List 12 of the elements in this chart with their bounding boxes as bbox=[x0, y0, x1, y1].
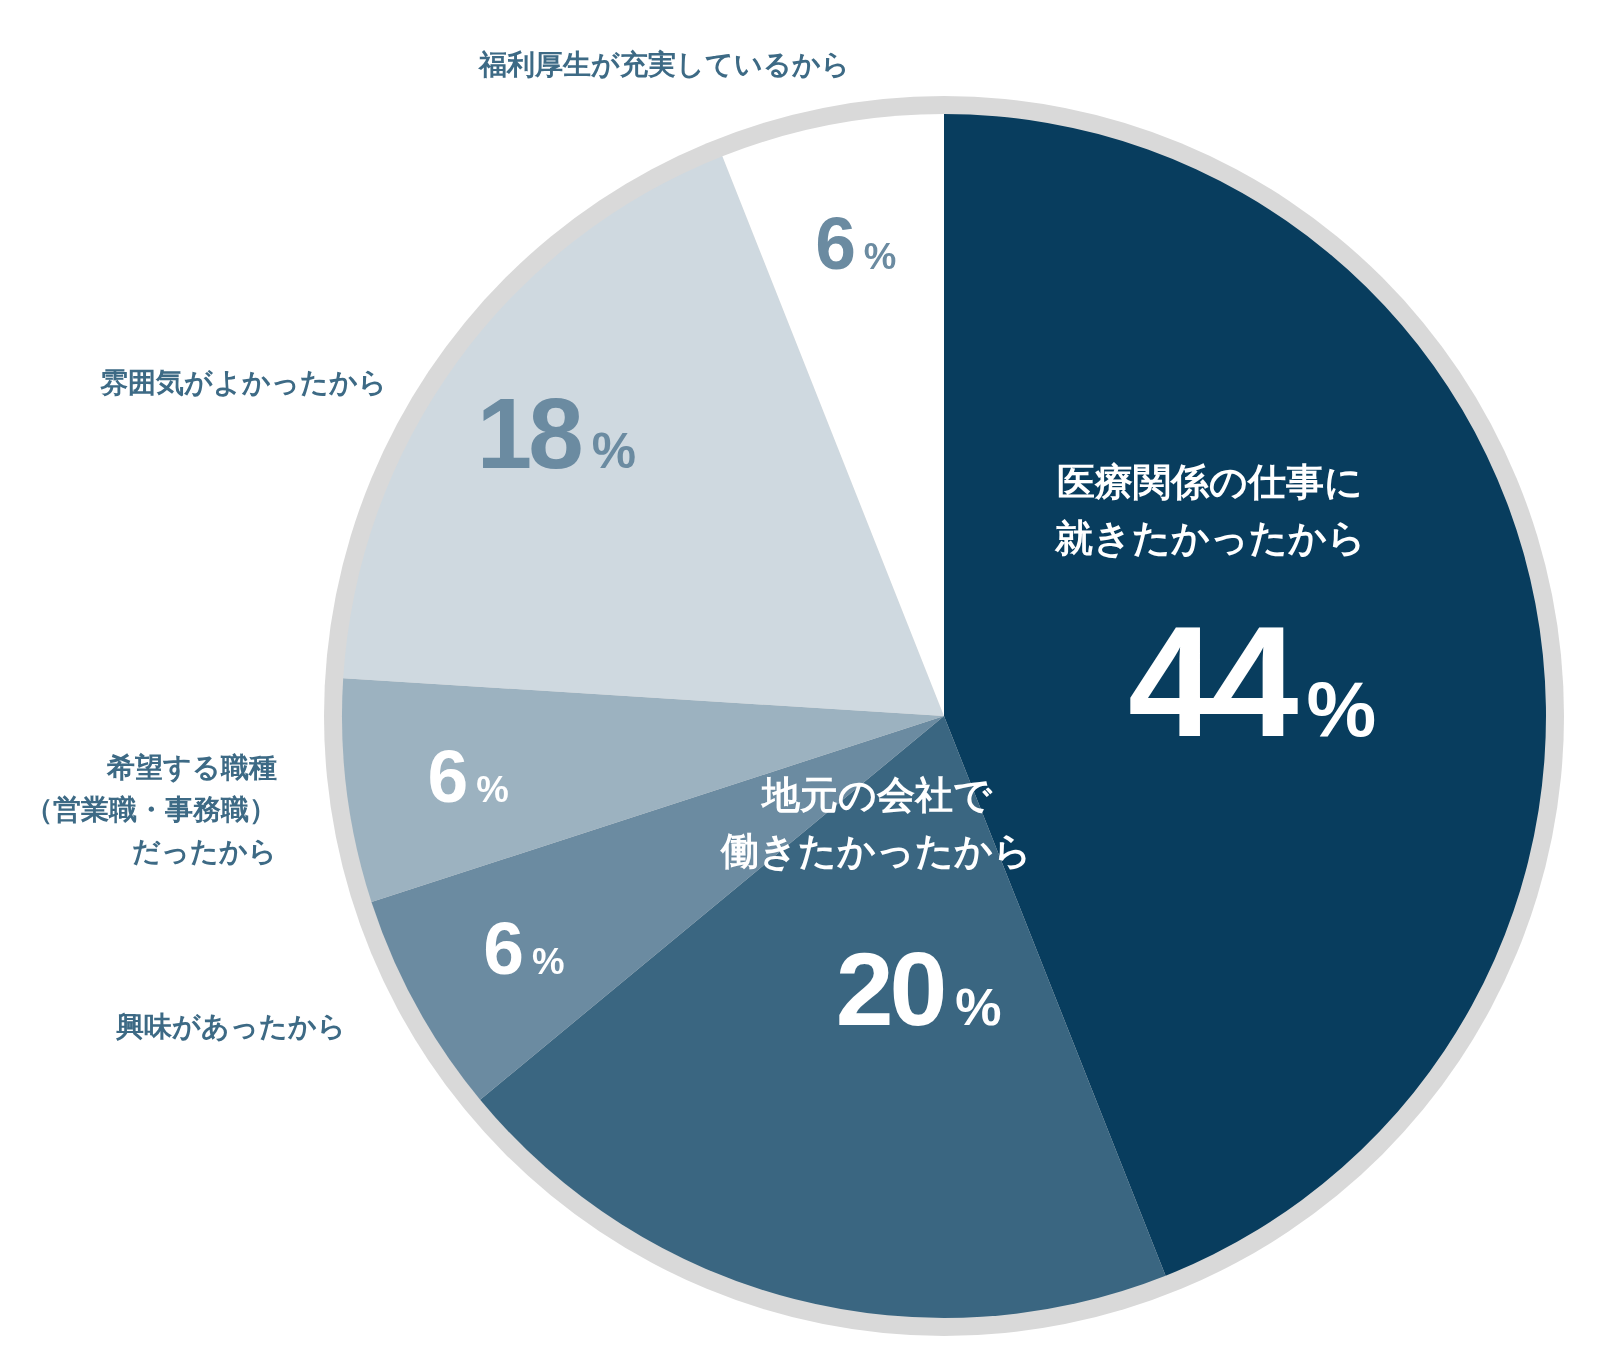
data-label: 6% bbox=[427, 735, 509, 818]
slice-label: 希望する職種（営業職・事務職）だったから bbox=[24, 751, 277, 869]
slice-label: 雰囲気がよかったから bbox=[99, 366, 387, 400]
slice-label: 福利厚生が充実しているから bbox=[476, 48, 850, 81]
data-label: 6% bbox=[483, 907, 565, 990]
slice-label: 興味があったから bbox=[115, 1010, 347, 1044]
data-label: 6% bbox=[815, 202, 896, 285]
data-label: 44% bbox=[1128, 593, 1375, 769]
slice-label: 医療関係の仕事に就きたかったから bbox=[1053, 460, 1366, 561]
slice-label: 地元の会社で働きたかったから bbox=[720, 773, 1033, 874]
data-label: 18% bbox=[476, 377, 635, 489]
data-label: 20% bbox=[835, 931, 1001, 1048]
